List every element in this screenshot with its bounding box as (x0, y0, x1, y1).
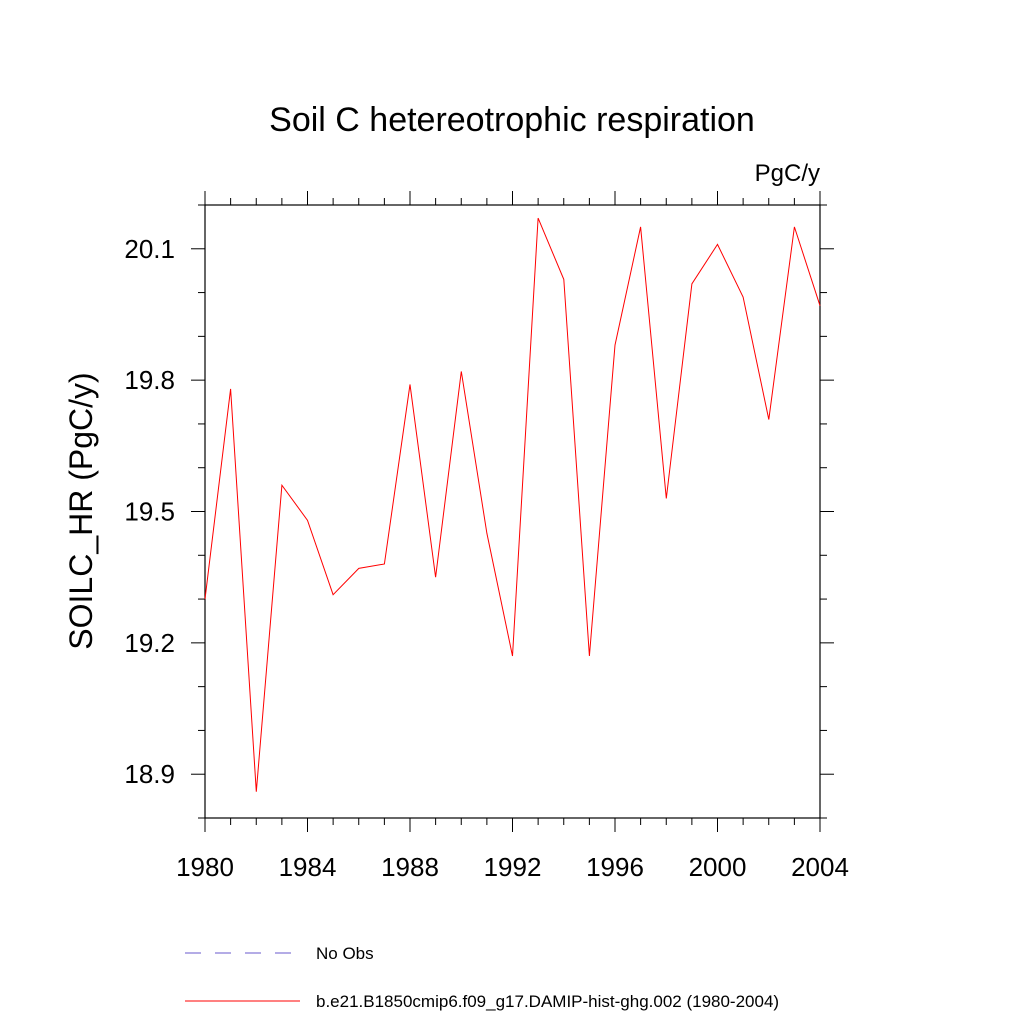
y-tick-label: 20.1 (124, 234, 175, 264)
legend: No Obs b.e21.B1850cmip6.f09_g17.DAMIP-hi… (185, 944, 779, 1011)
x-tick-label: 1992 (484, 852, 542, 882)
y-axis-label: SOILC_HR (PgC/y) (63, 372, 99, 649)
x-tick-labels: 1980 1984 1988 1992 1996 2000 2004 (176, 852, 849, 882)
x-tick-label: 1980 (176, 852, 234, 882)
y-tick-labels: 18.9 19.2 19.5 19.8 20.1 (124, 234, 175, 789)
legend-label-model: b.e21.B1850cmip6.f09_g17.DAMIP-hist-ghg.… (316, 992, 779, 1011)
y-tick-label: 19.8 (124, 365, 175, 395)
axis-ticks (191, 191, 834, 832)
y-tick-label: 18.9 (124, 759, 175, 789)
x-tick-label: 1996 (586, 852, 644, 882)
legend-label-no-obs: No Obs (316, 944, 374, 963)
x-tick-label: 2004 (791, 852, 849, 882)
chart-title: Soil C hetereotrophic respiration (269, 101, 755, 139)
x-tick-label: 2000 (689, 852, 747, 882)
y-tick-label: 19.5 (124, 497, 175, 527)
units-label: PgC/y (755, 160, 820, 187)
plot-frame (204, 204, 821, 819)
series-layer (204, 217, 821, 792)
x-tick-label: 1988 (381, 852, 439, 882)
series-line (204, 217, 821, 792)
x-tick-label: 1984 (279, 852, 337, 882)
y-tick-label: 19.2 (124, 628, 175, 658)
